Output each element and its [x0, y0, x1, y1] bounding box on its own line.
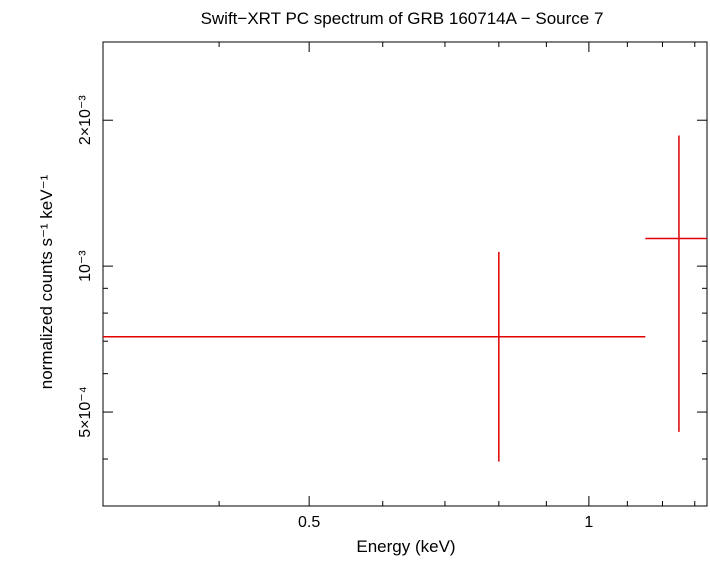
plot-frame [102, 41, 708, 507]
x-tick-label: 1 [584, 514, 593, 531]
ticks-layer [103, 42, 707, 506]
chart-title: Swift−XRT PC spectrum of GRB 160714A − S… [201, 9, 604, 28]
y-axis-label: normalized counts s⁻¹ keV⁻¹ [37, 174, 56, 389]
tick-labels-layer: 0.5 1 5×10⁻⁴ 10⁻³ 2×10⁻³ [77, 95, 593, 531]
data-point [645, 135, 707, 432]
data-layer [103, 135, 707, 462]
y-tick-label: 5×10⁻⁴ [77, 386, 94, 437]
data-point [103, 251, 646, 462]
y-tick-label: 2×10⁻³ [77, 95, 94, 145]
x-tick-label: 0.5 [298, 514, 320, 531]
x-axis-label: Energy (keV) [356, 537, 455, 556]
y-tick-label: 10⁻³ [77, 250, 94, 282]
